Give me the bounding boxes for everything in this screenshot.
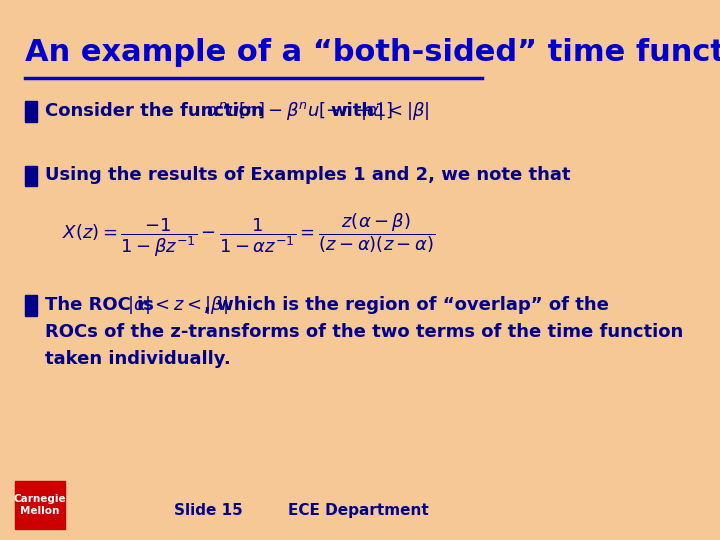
Text: with: with	[330, 102, 374, 120]
Text: An example of a “both-sided” time function: An example of a “both-sided” time functi…	[25, 38, 720, 67]
Text: Carnegie
Mellon: Carnegie Mellon	[14, 494, 66, 516]
Text: $\alpha^n u[n] - \beta^n u[-n-1]$: $\alpha^n u[n] - \beta^n u[-n-1]$	[207, 100, 394, 122]
FancyBboxPatch shape	[25, 295, 37, 316]
Text: ROCs of the z-transforms of the two terms of the time function: ROCs of the z-transforms of the two term…	[45, 323, 683, 341]
Text: Consider the function: Consider the function	[45, 102, 264, 120]
Text: , which is the region of “overlap” of the: , which is the region of “overlap” of th…	[204, 296, 608, 314]
Text: $|\alpha| < |\beta|$: $|\alpha| < |\beta|$	[361, 100, 430, 122]
Text: ECE Department: ECE Department	[287, 503, 428, 518]
FancyBboxPatch shape	[15, 481, 65, 529]
Text: taken individually.: taken individually.	[45, 350, 230, 368]
FancyBboxPatch shape	[25, 166, 37, 186]
Text: The ROC is: The ROC is	[45, 296, 153, 314]
Text: Slide 15: Slide 15	[174, 503, 243, 518]
Text: $|\alpha| < z < |\beta|$: $|\alpha| < z < |\beta|$	[127, 294, 228, 316]
FancyBboxPatch shape	[25, 101, 37, 122]
Text: $X(z) = \dfrac{-1}{1 - \beta z^{-1}} - \dfrac{1}{1 - \alpha z^{-1}} = \dfrac{z(\: $X(z) = \dfrac{-1}{1 - \beta z^{-1}} - \…	[62, 211, 436, 259]
Text: Using the results of Examples 1 and 2, we note that: Using the results of Examples 1 and 2, w…	[45, 166, 570, 185]
